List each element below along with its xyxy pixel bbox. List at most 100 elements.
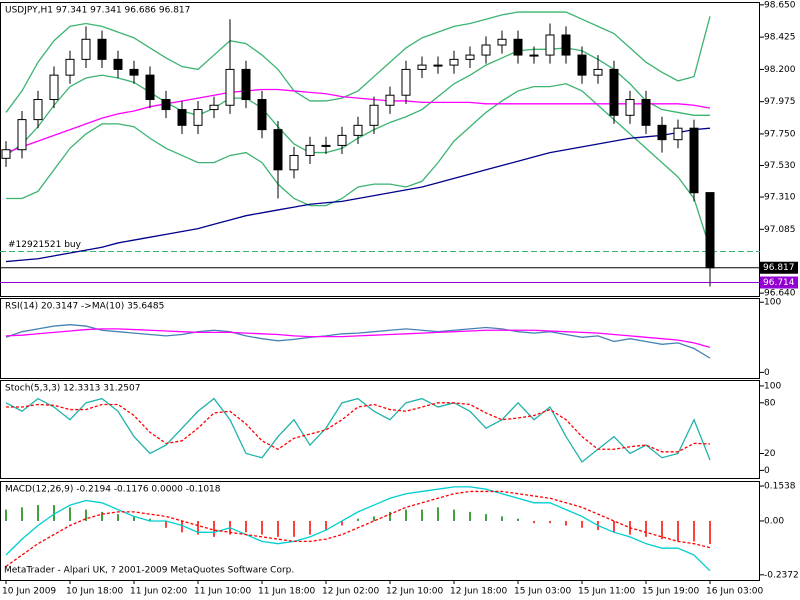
indicator-line [5, 11, 711, 113]
candle-body [257, 99, 267, 131]
x-tick-label: 16 Jun 03:00 [706, 587, 763, 597]
candle-body [1, 149, 11, 159]
indicator-line [5, 88, 711, 154]
candle-body [17, 119, 27, 151]
candle-body [609, 68, 619, 116]
candle-body [97, 38, 107, 60]
panel-title: USDJPY,H1 97.341 97.341 96.686 96.817 [5, 6, 190, 16]
candle-body [657, 124, 667, 141]
candle-body [353, 124, 363, 136]
candle-body [529, 54, 539, 57]
candle-body [225, 68, 235, 106]
x-tick-label: 12 Jun 02:00 [322, 587, 379, 597]
candle-body [369, 104, 379, 126]
x-tick-label: 11 Jun 02:00 [130, 587, 187, 597]
x-tick-label: 12 Jun 18:00 [450, 587, 507, 597]
y-tick-label: 100 [764, 381, 781, 391]
candle-body [241, 68, 251, 101]
y-tick-label: 80 [764, 398, 776, 408]
candle-body [385, 94, 395, 106]
x-tick-label: 15 Jun 03:00 [514, 587, 571, 597]
y-tick-label: 98.650 [764, 0, 796, 10]
indicator-line [5, 324, 711, 359]
candle-body [593, 68, 603, 76]
price-tag [760, 276, 798, 289]
indicator-line [6, 83, 711, 249]
x-tick-label: 11 Jun 18:00 [258, 587, 315, 597]
panel-frame [0, 298, 760, 379]
footer: MetaTrader - Alpari UK, ? 2001-2009 Meta… [4, 566, 294, 576]
y-tick-label: 97.975 [764, 97, 796, 107]
y-tick-label: 0.1538 [764, 482, 796, 492]
x-tick-label: 15 Jun 11:00 [578, 587, 635, 597]
candle-body [449, 58, 459, 66]
indicator-line [5, 397, 711, 463]
candle-body [641, 99, 651, 126]
candle-body [465, 54, 475, 60]
candle-body [145, 74, 155, 101]
candle-body [49, 74, 59, 101]
panel-title: RSI(14) 20.3147 ->MA(10) 35.6485 [5, 302, 164, 312]
indicator-line [6, 402, 711, 453]
candle-body [321, 144, 331, 147]
candle-body [113, 58, 123, 70]
candle-body [337, 134, 347, 146]
y-tick-label: 20 [764, 449, 776, 459]
x-tick-label: 11 Jun 10:00 [194, 587, 251, 597]
panel-title: Stoch(5,3,3) 12.3313 31.2507 [5, 384, 140, 394]
candle-body [33, 99, 43, 121]
candle-body [705, 192, 715, 269]
candle-body [273, 129, 283, 171]
x-tick-label: 10 Jun 18:00 [66, 587, 123, 597]
price-tag-label: 96.714 [763, 278, 795, 288]
x-tick-label: 10 Jun 2009 [2, 587, 56, 597]
panel-frame [0, 2, 760, 297]
y-tick-label: 0.00 [764, 516, 784, 526]
candle-body [577, 54, 587, 76]
x-tick-label: 12 Jun 10:00 [386, 587, 443, 597]
candle-body [417, 64, 427, 70]
x-tick-label: 15 Jun 19:00 [642, 587, 699, 597]
candle-body [161, 99, 171, 111]
candle-body [305, 144, 315, 156]
y-tick-label: 97.750 [764, 129, 796, 139]
candle-body [561, 34, 571, 56]
candle-body [513, 38, 523, 56]
candle-body [193, 109, 203, 126]
y-tick-label: 98.425 [764, 33, 796, 43]
y-tick-label: 96.640 [764, 289, 796, 299]
price-tag-label: 96.817 [763, 263, 795, 273]
panel-title: MACD(12,26,9) -0.2194 -0.1176 0.0000 -0.… [5, 485, 221, 495]
y-tick-label: 0 [764, 368, 770, 378]
candle-body [129, 68, 139, 76]
candle-body [209, 104, 219, 111]
order-label: #12921521 buy [8, 240, 82, 250]
y-tick-label: 97.085 [764, 225, 796, 235]
y-tick-label: 97.530 [764, 161, 796, 171]
indicator-line [5, 328, 711, 348]
y-tick-label: 97.310 [764, 193, 796, 203]
candle-body [289, 154, 299, 171]
candle-body [481, 44, 491, 56]
y-tick-label: 100 [764, 298, 781, 308]
panel-frame [0, 481, 760, 581]
candle-body [401, 68, 411, 96]
candle-body [689, 127, 699, 194]
candle-body [673, 127, 683, 141]
panel-frame [0, 380, 760, 479]
candle-body [177, 109, 187, 126]
candle-body [497, 38, 507, 46]
y-tick-label: 98.200 [764, 65, 796, 75]
indicator-line [5, 127, 711, 263]
candle-body [625, 99, 635, 116]
candle-body [65, 58, 75, 76]
price-tag [760, 261, 798, 274]
y-tick-label: -0.2372 [764, 570, 799, 580]
candle-body [545, 34, 555, 56]
indicator-line [5, 490, 711, 567]
candle-body [433, 64, 443, 67]
candle-body [81, 38, 91, 60]
y-tick-label: 0 [764, 466, 770, 476]
